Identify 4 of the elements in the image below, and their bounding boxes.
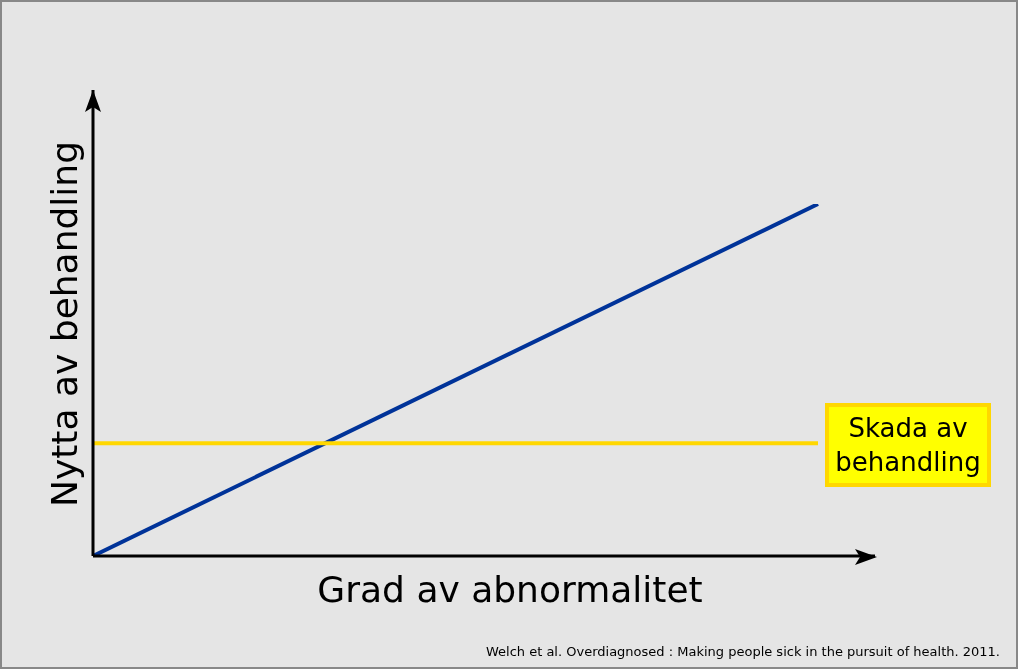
- series-label: Skada av behandling: [825, 403, 991, 488]
- text: Welch et al. Overdiagnosed : Making people sick in the pursuit of health. 2011.: [485, 644, 1000, 659]
- y-axis-title: Nytta av behandling: [43, 141, 85, 507]
- x-axis-title: Grad av abnormalitet: [317, 569, 703, 610]
